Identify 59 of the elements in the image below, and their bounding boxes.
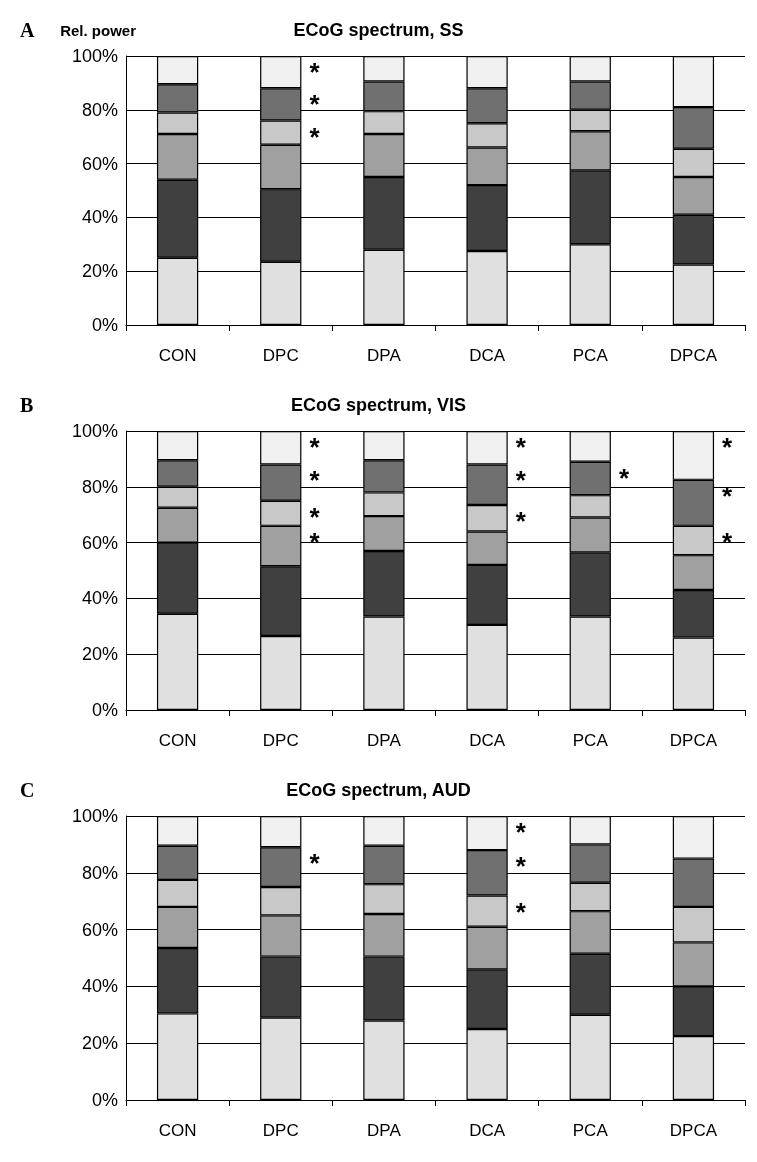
x-tick-label: DPC (262, 1121, 299, 1140)
y-tick-label: 100% (71, 46, 118, 66)
annotation: * (722, 480, 734, 511)
x-tick-label: CON (158, 731, 197, 750)
x-tick-label: CON (158, 346, 197, 365)
x-tick-label: PCA (572, 731, 609, 750)
annotation: * (309, 465, 321, 496)
x-tick-label: PCA (572, 1121, 609, 1140)
x-tick-label: DPC (262, 346, 299, 365)
y-tick-label: 80% (81, 99, 118, 120)
y-tick-label: 20% (81, 644, 118, 665)
y-tick-label: 40% (81, 207, 118, 228)
y-tick-label: 100% (71, 421, 118, 441)
y-tick-label: 60% (81, 532, 118, 553)
x-tick-label: CON (158, 1121, 197, 1140)
annotation: * (515, 432, 527, 462)
annotation: * (515, 505, 527, 536)
y-tick-label: 0% (91, 315, 118, 335)
y-tick-label: 80% (81, 476, 118, 497)
x-tick-label: DPCA (669, 731, 718, 750)
chart-title: ECoG spectrum, AUD (286, 780, 471, 800)
annotation: * (309, 848, 321, 879)
y-tick-label: 60% (81, 919, 118, 940)
x-tick-label: DCA (469, 731, 506, 750)
annotation: * (309, 432, 321, 462)
chart-title: ECoG spectrum, VIS (290, 395, 467, 415)
text: A (20, 19, 35, 41)
x-tick-label: DCA (469, 1121, 506, 1140)
x-tick-label: DCA (469, 346, 506, 365)
y-tick-label: 20% (81, 261, 118, 282)
text: B (20, 394, 34, 416)
annotation: * (515, 896, 527, 927)
x-tick-label: DPCA (669, 1121, 718, 1140)
text: C (20, 779, 35, 801)
x-tick-label: DPA (367, 346, 402, 365)
x-tick-label: DPA (367, 731, 402, 750)
annotation: * (722, 526, 734, 557)
y-tick-label: 40% (81, 588, 118, 609)
annotation: * (309, 57, 321, 87)
annotation: * (515, 851, 527, 882)
annotation: * (515, 817, 527, 847)
y-tick-label: 100% (71, 806, 118, 826)
annotation: * (618, 462, 630, 493)
y-tick-label: 0% (91, 700, 118, 720)
y-tick-label: 0% (91, 1090, 118, 1110)
y-tick-label: 60% (81, 153, 118, 174)
annotation: * (309, 121, 321, 152)
x-tick-label: PCA (572, 346, 609, 365)
annotation: * (515, 465, 527, 496)
y-tick-label: 20% (81, 1033, 118, 1054)
x-tick-label: DPA (367, 1121, 402, 1140)
chart-title: ECoG spectrum, SS (293, 20, 464, 40)
annotation: * (309, 89, 321, 120)
x-tick-label: DPC (262, 731, 299, 750)
y-tick-label: 80% (81, 862, 118, 883)
annotation: * (722, 432, 734, 462)
x-tick-label: DPCA (669, 346, 718, 365)
y-axis-title: Rel. power (60, 22, 137, 39)
y-tick-label: 40% (81, 976, 118, 997)
